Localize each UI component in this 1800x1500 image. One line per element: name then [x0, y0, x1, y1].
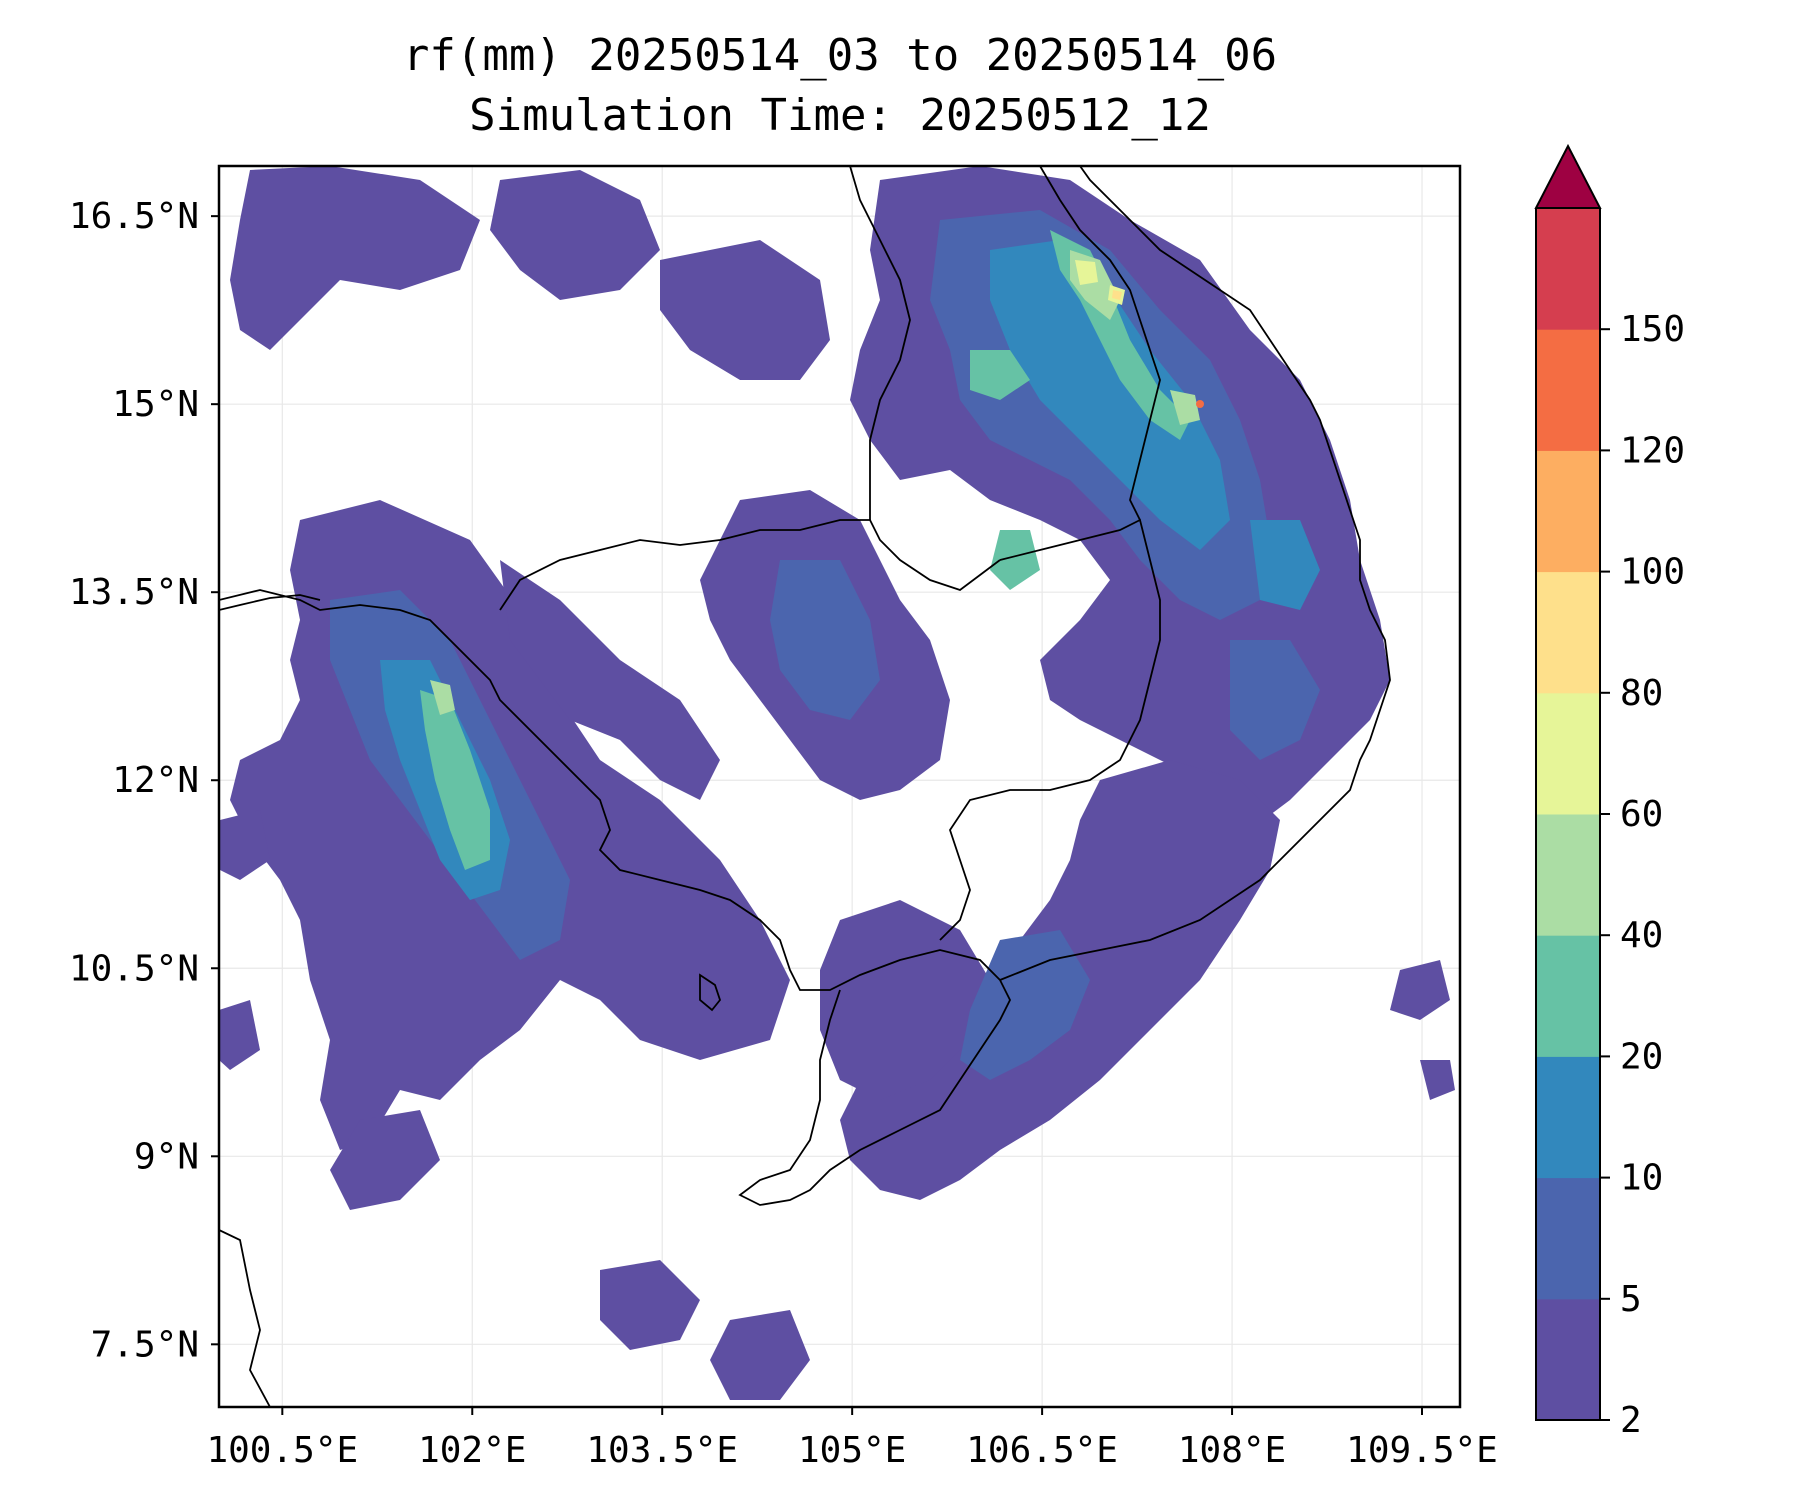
rain-area-coast-l1	[1230, 640, 1320, 760]
colorbar-segment	[1536, 329, 1600, 451]
border-laos-vietnam	[1039, 166, 1161, 521]
title-line-1: rf(mm) 20250514_03 to 20250514_06	[402, 30, 1278, 81]
plot-frame	[217, 164, 1462, 1409]
border-cambodia-vietnam	[939, 518, 1161, 941]
boundaries	[219, 166, 1391, 1407]
y-tick-label: 9°N	[134, 1136, 199, 1177]
colorbar-tick-label: 10	[1620, 1158, 1663, 1199]
coastline-phu-quoc	[699, 973, 722, 1012]
colorbar-segment	[1536, 571, 1600, 694]
colorbar-tick-label: 120	[1620, 430, 1685, 471]
colorbar-tick-label: 60	[1620, 794, 1663, 835]
colorbar-segment	[1536, 1298, 1600, 1421]
colorbar-segment	[1536, 935, 1600, 1057]
y-tick-label: 12°N	[112, 760, 199, 801]
rain-area-coast-l4	[1170, 390, 1200, 425]
colorbar-tick-label: 5	[1620, 1279, 1642, 1320]
rain-area-mekong-delta-l1	[960, 930, 1090, 1080]
y-tick-label: 13.5°N	[69, 572, 199, 613]
rain-level-3	[420, 230, 1190, 870]
rain-area-north-central	[490, 170, 660, 300]
colorbar-tick-label: 20	[1620, 1036, 1663, 1077]
y-axis-ticks: 16.5°N 15°N 13.5°N 12°N 10.5°N 9°N 7.5°N	[69, 196, 219, 1365]
rain-area-gulf-band-east	[500, 560, 720, 800]
x-tick-label: 105°E	[798, 1430, 906, 1471]
colorbar-segment	[1536, 692, 1600, 815]
rain-area-northwest	[230, 166, 480, 350]
colorbar-tick-label: 100	[1620, 552, 1685, 593]
rain-area-south-laos-l1	[770, 560, 880, 720]
x-axis-ticks: 100.5°E 102°E 103.5°E 105°E 106.5°E 108°E 109.…	[206, 1407, 1498, 1471]
rain-area-coast-l2	[1250, 520, 1320, 610]
rain-area-peak-l5-1	[1075, 260, 1098, 285]
x-tick-label: 109.5°E	[1346, 1430, 1498, 1471]
x-tick-label: 102°E	[418, 1430, 526, 1471]
colorbar-extend-arrow	[1534, 143, 1602, 209]
rain-area-southwest-patch	[330, 1110, 440, 1210]
coastline-vietnam-east	[999, 166, 1391, 981]
colorbar-tick-label: 80	[1620, 673, 1663, 714]
rain-level-8	[1196, 400, 1204, 408]
rain-area-gulf-band-l3	[420, 690, 490, 870]
y-tick-label: 16.5°N	[69, 196, 199, 237]
border-laos-thailand	[849, 166, 911, 520]
x-tick-label: 108°E	[1178, 1430, 1286, 1471]
rain-area-south-sea-1	[600, 1260, 700, 1350]
border-thailand-west	[219, 594, 321, 611]
rain-area-cambodia-south	[820, 900, 990, 1100]
colorbar-tick-label: 40	[1620, 915, 1663, 956]
rain-area-far-west	[219, 1000, 260, 1070]
x-tick-label: 100.5°E	[206, 1430, 358, 1471]
x-tick-label: 106.5°E	[966, 1430, 1118, 1471]
rain-area-central-vietnam-l2	[990, 240, 1230, 550]
rain-area-east-coast-1	[1390, 960, 1450, 1020]
rain-area-gulf-band-l4	[430, 680, 455, 715]
colorbar-segment	[1536, 1056, 1600, 1179]
colorbar-segment	[1536, 450, 1600, 573]
rain-area-central-laos-l3	[970, 350, 1030, 400]
coastline-thailand-gulf	[219, 589, 1012, 1206]
title-line-2: Simulation Time: 20250512_12	[469, 90, 1211, 141]
colorbar-segment	[1536, 208, 1600, 330]
rain-level-6	[1112, 290, 1122, 300]
coastline-malay-peninsula	[219, 1229, 271, 1407]
rain-area-peak-l6	[1112, 290, 1122, 300]
rain-area-south-sea-2	[710, 1310, 810, 1400]
rain-area-west-strip	[220, 810, 270, 880]
colorbar-tick-label: 2	[1620, 1400, 1642, 1441]
colorbar-segment	[1536, 1177, 1600, 1300]
map-title: rf(mm) 20250514_03 to 20250514_06 Simula…	[220, 26, 1460, 146]
y-tick-label: 15°N	[112, 384, 199, 425]
colorbar-tick-label: 150	[1620, 309, 1685, 350]
rain-area-north-laos	[660, 240, 830, 380]
colorbar-segment	[1536, 814, 1600, 936]
x-tick-label: 103.5°E	[586, 1430, 738, 1471]
rain-area-plateau-l3	[990, 530, 1040, 590]
rainfall-field	[219, 166, 1455, 1400]
rain-area-east-coast-2	[1420, 1060, 1455, 1100]
colorbar: 2 5 10 20 40 60 80 100 120 150	[1534, 143, 1685, 1441]
rain-area-peak-l8	[1196, 400, 1204, 408]
border-cambodia-thailand	[499, 519, 1001, 611]
y-tick-label: 7.5°N	[91, 1324, 199, 1365]
y-tick-label: 10.5°N	[69, 948, 199, 989]
